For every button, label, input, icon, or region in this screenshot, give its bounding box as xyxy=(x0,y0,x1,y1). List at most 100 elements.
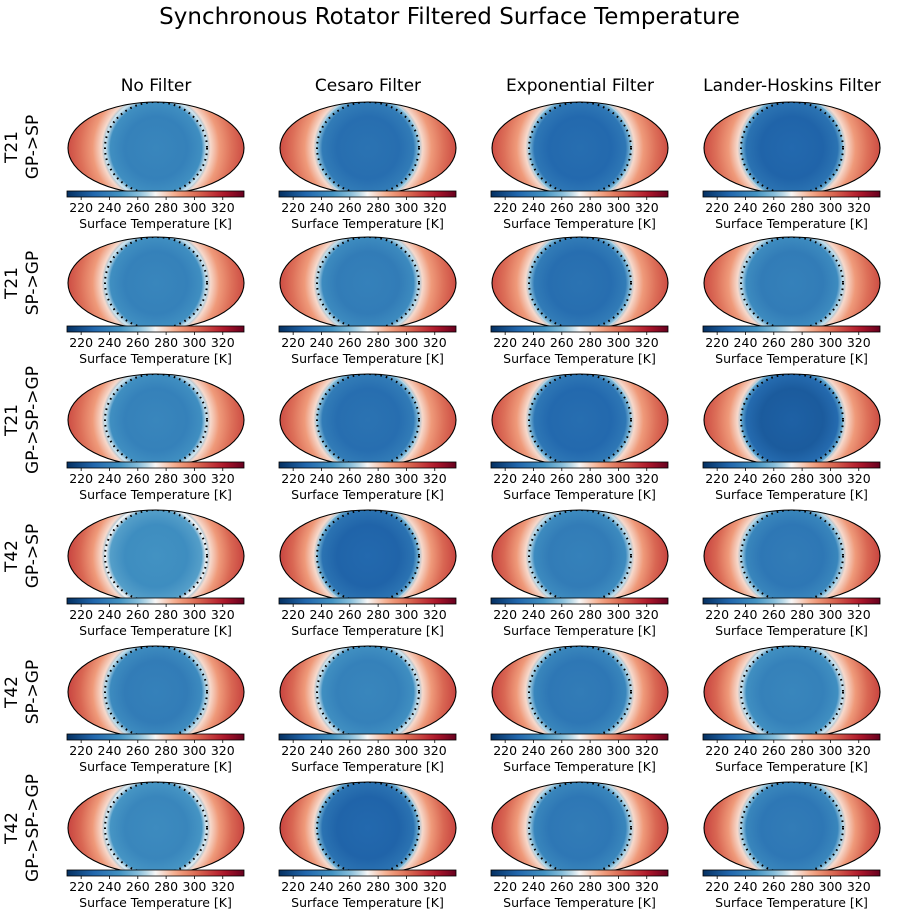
colorbar-tick-label: 240 xyxy=(522,743,546,758)
colorbar-label: Surface Temperature [K] xyxy=(291,623,444,638)
map-panel-r1-c2 xyxy=(279,101,457,195)
colorbar-tick-label: 240 xyxy=(734,879,758,894)
terminator-line xyxy=(740,374,844,466)
colorbar-tick-label: 300 xyxy=(607,335,631,350)
colorbar-tick-label: 280 xyxy=(366,200,390,215)
colorbar-tick-label: 320 xyxy=(211,607,235,622)
colorbar-bar xyxy=(66,733,245,741)
colorbar-bar xyxy=(490,597,669,605)
colorbar-tick-label: 300 xyxy=(395,471,419,486)
nightside-field xyxy=(104,646,208,738)
colorbar-tick-label: 240 xyxy=(522,607,546,622)
map-panel-r2-c3 xyxy=(491,236,669,330)
colorbar-tick-label: 280 xyxy=(578,471,602,486)
colorbar-tick-label: 220 xyxy=(281,471,305,486)
colorbar-label: Surface Temperature [K] xyxy=(503,759,656,774)
colorbar-tick-label: 240 xyxy=(310,200,334,215)
colorbar-tick-label: 280 xyxy=(790,879,814,894)
colorbar-label: Surface Temperature [K] xyxy=(79,487,232,502)
colorbar-label: Surface Temperature [K] xyxy=(715,351,868,366)
colorbar-tick-label: 220 xyxy=(705,471,729,486)
colorbar-tick-label: 240 xyxy=(734,335,758,350)
colorbar-tick-label: 280 xyxy=(578,743,602,758)
colorbar-bar xyxy=(66,869,245,877)
colorbar-tick-label: 300 xyxy=(395,335,419,350)
colorbar-label: Surface Temperature [K] xyxy=(79,759,232,774)
colorbar-tick-label: 280 xyxy=(790,471,814,486)
nightside-field xyxy=(316,237,420,329)
colorbar-tick-label: 260 xyxy=(550,335,574,350)
colorbar-tick-label: 220 xyxy=(705,607,729,622)
figure-title: Synchronous Rotator Filtered Surface Tem… xyxy=(159,4,740,30)
map-panel-r2-c1 xyxy=(67,236,245,330)
colorbar-bar xyxy=(66,190,245,198)
nightside-field xyxy=(528,237,632,329)
colorbar-tick-label: 260 xyxy=(338,471,362,486)
colorbar-tick-label: 300 xyxy=(395,200,419,215)
colorbar-tick-label: 260 xyxy=(550,743,574,758)
terminator-line xyxy=(528,510,632,602)
colorbar-tick-label: 300 xyxy=(183,200,207,215)
map-panel-r1-c1 xyxy=(67,101,245,195)
colorbar-tick-label: 300 xyxy=(395,879,419,894)
colorbar-tick-label: 240 xyxy=(98,335,122,350)
colorbar-tick-label: 240 xyxy=(98,200,122,215)
colorbar-tick-label: 240 xyxy=(310,471,334,486)
colorbar-tick-label: 280 xyxy=(790,607,814,622)
colorbar-label: Surface Temperature [K] xyxy=(715,623,868,638)
colorbar-tick-label: 320 xyxy=(847,471,871,486)
colorbar-bar xyxy=(490,869,669,877)
colorbar-tick-label: 280 xyxy=(154,879,178,894)
colorbar-label: Surface Temperature [K] xyxy=(503,623,656,638)
map-panel-r1-c3 xyxy=(491,101,669,195)
nightside-field xyxy=(740,510,844,602)
colorbar-tick-label: 220 xyxy=(69,200,93,215)
colorbar-bar xyxy=(702,733,881,741)
colorbar-tick-label: 260 xyxy=(126,200,150,215)
colorbar-label: Surface Temperature [K] xyxy=(291,487,444,502)
nightside-field xyxy=(528,510,632,602)
colorbar-tick-label: 220 xyxy=(493,879,517,894)
colorbar-tick-label: 300 xyxy=(607,879,631,894)
colorbar-tick-label: 320 xyxy=(211,743,235,758)
nightside-field xyxy=(104,510,208,602)
colorbar-tick-label: 220 xyxy=(493,335,517,350)
colorbar-tick-label: 260 xyxy=(762,879,786,894)
column-title-cesaro-filter: Cesaro Filter xyxy=(314,76,422,96)
map-panel-r6-c3 xyxy=(491,781,669,875)
colorbar-tick-label: 280 xyxy=(154,607,178,622)
colorbar-tick-label: 280 xyxy=(154,471,178,486)
colorbar-tick-label: 320 xyxy=(211,200,235,215)
terminator-line xyxy=(316,646,420,738)
colorbar-bar xyxy=(278,461,457,469)
colorbar-tick-label: 300 xyxy=(819,335,843,350)
nightside-field xyxy=(528,646,632,738)
colorbar-tick-label: 260 xyxy=(762,743,786,758)
colorbar-tick-label: 240 xyxy=(734,607,758,622)
colorbar-bar xyxy=(702,190,881,198)
map-panel-r3-c1 xyxy=(67,373,245,467)
colorbar-bar xyxy=(66,461,245,469)
colorbar-tick-label: 300 xyxy=(819,743,843,758)
map-panel-r3-c2 xyxy=(279,373,457,467)
colorbar-tick-label: 260 xyxy=(126,879,150,894)
colorbar-tick-label: 260 xyxy=(126,335,150,350)
colorbar-tick-label: 260 xyxy=(762,607,786,622)
colorbar-label: Surface Temperature [K] xyxy=(79,216,232,231)
map-panel-r5-c4 xyxy=(703,645,881,739)
colorbar-label: Surface Temperature [K] xyxy=(79,623,232,638)
colorbar-bar xyxy=(66,325,245,333)
colorbar-tick-label: 220 xyxy=(705,879,729,894)
terminator-line xyxy=(528,237,632,329)
map-panel-r1-c4 xyxy=(703,101,881,195)
